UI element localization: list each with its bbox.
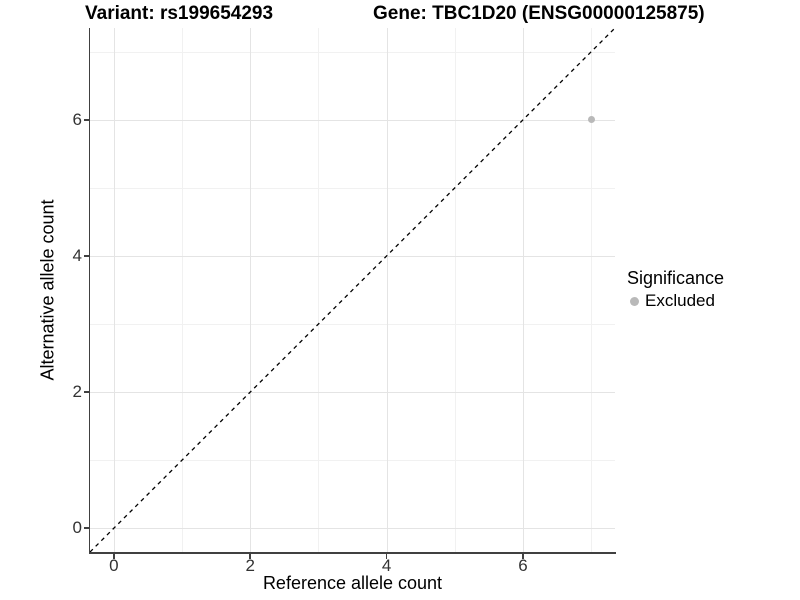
minor-gridline-y xyxy=(90,51,615,53)
minor-gridline-x xyxy=(454,28,456,552)
y-axis-tick xyxy=(83,527,89,529)
major-gridline-y xyxy=(90,392,615,394)
major-gridline-y xyxy=(90,528,615,530)
minor-gridline-x xyxy=(591,28,593,552)
major-gridline-x xyxy=(522,28,524,552)
legend-entry-excluded: Excluded xyxy=(630,291,724,311)
x-axis-tick-label: 4 xyxy=(381,556,392,575)
x-axis-tick-label: 2 xyxy=(245,556,255,575)
minor-gridline-y xyxy=(90,460,615,462)
y-axis-tick-label: 2 xyxy=(72,382,82,402)
y-axis-tick xyxy=(83,119,89,121)
x-axis-line xyxy=(88,552,616,554)
y-axis-tick-label: 0 xyxy=(72,518,82,538)
minor-gridline-x xyxy=(182,28,184,552)
x-axis-tick-label: 6 xyxy=(518,556,528,575)
data-point xyxy=(587,116,595,124)
x-axis-tick xyxy=(249,553,251,559)
x-axis-tick xyxy=(385,553,388,559)
y-axis-title: Alternative allele count xyxy=(37,199,58,381)
legend-entry-label: Excluded xyxy=(645,291,715,310)
y-axis-tick xyxy=(83,391,89,393)
major-gridline-y xyxy=(90,255,615,257)
major-gridline-x xyxy=(250,28,252,552)
y-axis-tick xyxy=(83,255,89,257)
x-axis-tick xyxy=(522,553,524,559)
plot-title-variant: Variant: rs199654293 xyxy=(85,3,274,24)
legend-title: Significance xyxy=(627,268,725,288)
x-axis-title: Reference allele count xyxy=(262,573,443,593)
y-axis-tick-label: 4 xyxy=(72,245,82,265)
plot-panel xyxy=(90,28,615,552)
x-axis-tick xyxy=(113,553,115,559)
x-axis-tick-label: 0 xyxy=(109,556,119,575)
y-axis-line xyxy=(88,28,90,554)
minor-gridline-x xyxy=(318,28,320,552)
major-gridline-x xyxy=(113,28,115,552)
minor-gridline-y xyxy=(90,187,615,189)
identity-line xyxy=(90,28,615,552)
minor-gridline-y xyxy=(90,324,615,326)
major-gridline-y xyxy=(90,119,615,121)
legend: Significance Excluded xyxy=(627,268,724,311)
major-gridline-x xyxy=(386,28,388,552)
y-axis-tick-label: 6 xyxy=(72,109,82,129)
legend-marker-icon xyxy=(630,296,639,306)
plot-title-gene: Gene: TBC1D20 (ENSG00000125875) xyxy=(373,3,705,24)
